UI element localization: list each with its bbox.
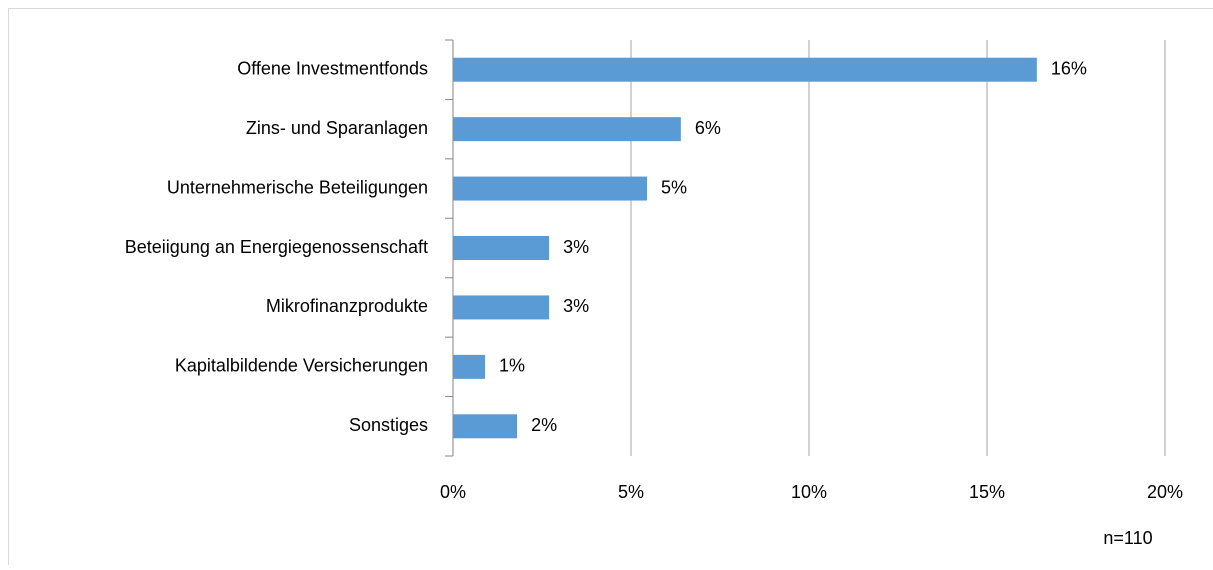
y-tick-label: Kapitalbildende Versicherungen — [175, 356, 428, 376]
bar — [453, 355, 485, 379]
bar — [453, 236, 549, 260]
chart-frame — [9, 9, 1213, 566]
x-tick-label: 0% — [440, 482, 466, 502]
bar — [453, 177, 647, 201]
data-label: 16% — [1051, 58, 1087, 78]
bar — [453, 295, 549, 319]
data-label: 1% — [499, 356, 525, 376]
bar — [453, 58, 1037, 82]
bar — [453, 117, 681, 141]
x-tick-label: 10% — [791, 482, 827, 502]
y-tick-label: Zins- und Sparanlagen — [246, 118, 428, 138]
bar — [453, 414, 517, 438]
annotation: n=110 — [1103, 528, 1152, 548]
x-tick-label: 5% — [618, 482, 644, 502]
y-tick-label: Unternehmerische Beteiligungen — [167, 177, 428, 197]
x-tick-label: 20% — [1147, 482, 1183, 502]
y-tick-label: Sonstiges — [349, 415, 428, 435]
x-tick-label: 15% — [969, 482, 1005, 502]
data-label: 5% — [661, 177, 687, 197]
data-label: 3% — [563, 296, 589, 316]
data-label: 2% — [531, 415, 557, 435]
y-tick-label: Beteiigung an Energiegenossenschaft — [125, 237, 428, 257]
data-label: 3% — [563, 237, 589, 257]
data-label: 6% — [695, 118, 721, 138]
y-tick-label: Offene Investmentfonds — [237, 58, 428, 78]
y-tick-label: Mikrofinanzprodukte — [266, 296, 428, 316]
